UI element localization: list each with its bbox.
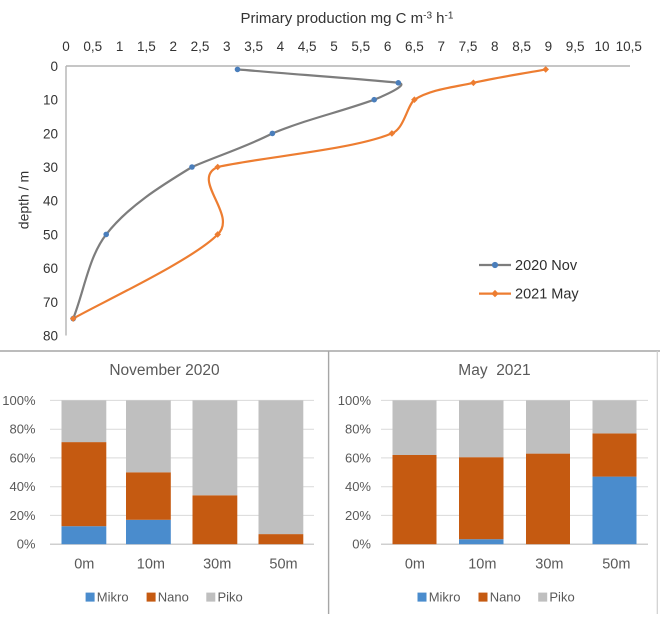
svg-text:7,5: 7,5 [459, 39, 478, 54]
svg-text:5: 5 [330, 39, 338, 54]
svg-text:40: 40 [43, 194, 58, 209]
svg-text:0m: 0m [74, 557, 94, 573]
svg-text:80%: 80% [9, 422, 35, 437]
svg-text:November 2020: November 2020 [109, 362, 220, 379]
svg-text:Mikro: Mikro [429, 590, 461, 605]
svg-text:Nano: Nano [490, 590, 521, 605]
svg-text:Mikro: Mikro [97, 590, 129, 605]
svg-text:80: 80 [43, 329, 58, 344]
svg-text:4,5: 4,5 [298, 39, 317, 54]
svg-text:30: 30 [43, 160, 58, 175]
svg-text:30m: 30m [535, 557, 563, 573]
svg-text:2: 2 [169, 39, 177, 54]
svg-text:100%: 100% [2, 393, 36, 408]
svg-text:depth / m: depth / m [16, 171, 32, 229]
svg-text:10: 10 [594, 39, 609, 54]
svg-text:Piko: Piko [549, 590, 574, 605]
svg-text:Piko: Piko [218, 590, 243, 605]
svg-text:0: 0 [62, 39, 70, 54]
svg-text:20: 20 [43, 126, 58, 141]
svg-text:0,5: 0,5 [83, 39, 102, 54]
svg-text:80%: 80% [345, 422, 371, 437]
svg-text:0: 0 [50, 59, 58, 74]
svg-text:3,5: 3,5 [244, 39, 263, 54]
svg-text:1: 1 [116, 39, 124, 54]
svg-text:60%: 60% [345, 450, 371, 465]
svg-text:4: 4 [277, 39, 285, 54]
svg-text:40%: 40% [9, 479, 35, 494]
svg-text:1,5: 1,5 [137, 39, 156, 54]
svg-text:9,5: 9,5 [566, 39, 585, 54]
svg-text:Nano: Nano [158, 590, 189, 605]
svg-text:60: 60 [43, 261, 58, 276]
svg-text:40%: 40% [345, 479, 371, 494]
svg-text:9: 9 [545, 39, 553, 54]
svg-text:10: 10 [43, 93, 58, 108]
svg-text:7: 7 [437, 39, 445, 54]
svg-text:70: 70 [43, 295, 58, 310]
svg-text:8: 8 [491, 39, 499, 54]
svg-text:0%: 0% [352, 537, 371, 552]
svg-text:8,5: 8,5 [512, 39, 531, 54]
svg-text:20%: 20% [345, 508, 371, 523]
svg-text:2020 Nov: 2020 Nov [515, 258, 578, 274]
svg-text:20%: 20% [9, 508, 35, 523]
svg-text:50m: 50m [269, 557, 297, 573]
svg-text:100%: 100% [338, 393, 372, 408]
svg-text:6,5: 6,5 [405, 39, 424, 54]
svg-text:10,5: 10,5 [616, 39, 642, 54]
svg-text:6: 6 [384, 39, 392, 54]
svg-text:0%: 0% [17, 537, 36, 552]
svg-text:60%: 60% [9, 450, 35, 465]
svg-text:2,5: 2,5 [191, 39, 210, 54]
svg-text:May 2021: May 2021 [458, 362, 530, 379]
svg-text:50m: 50m [602, 557, 630, 573]
svg-text:0m: 0m [405, 557, 425, 573]
svg-text:Primary production mg C m-3 h-: Primary production mg C m-3 h-1 [241, 10, 454, 27]
svg-text:10m: 10m [468, 557, 496, 573]
svg-text:3: 3 [223, 39, 231, 54]
svg-text:5,5: 5,5 [351, 39, 370, 54]
svg-text:10m: 10m [137, 557, 165, 573]
svg-text:50: 50 [43, 227, 58, 242]
svg-text:2021 May: 2021 May [515, 287, 579, 303]
svg-text:30m: 30m [203, 557, 231, 573]
